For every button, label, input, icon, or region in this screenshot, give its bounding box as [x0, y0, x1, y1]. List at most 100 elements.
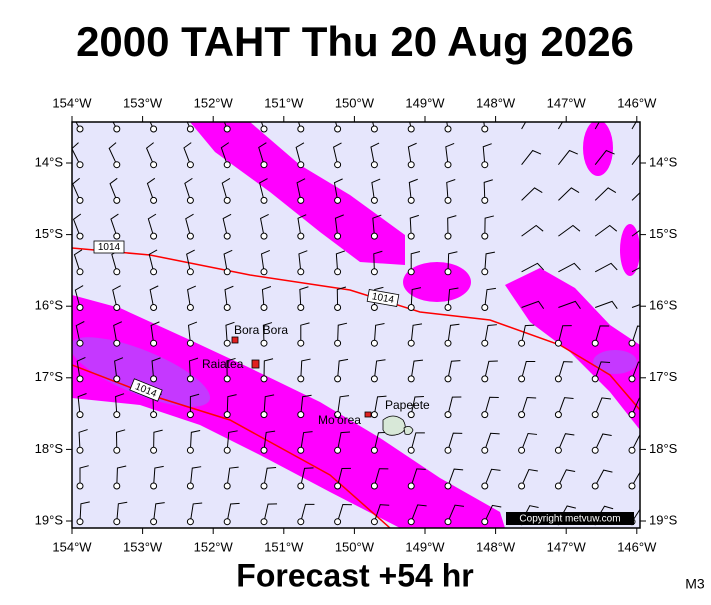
- lat-label: 17°S: [35, 369, 64, 384]
- station: [407, 268, 415, 276]
- wind-band: [72, 295, 505, 528]
- wind-barb: [153, 502, 165, 522]
- wind-barb: [297, 214, 307, 237]
- wind-barb: [558, 187, 580, 201]
- station: [334, 125, 342, 133]
- copyright: Copyright metvuw.com: [519, 514, 620, 525]
- wind-barb: [147, 213, 157, 237]
- station: [628, 446, 636, 454]
- station: [76, 161, 84, 169]
- station: [223, 268, 231, 276]
- wind-barb: [114, 357, 124, 379]
- station: [444, 339, 452, 347]
- isobar-label: 1014: [98, 242, 121, 253]
- wind-barb: [410, 250, 421, 272]
- lon-label: 150°W: [335, 95, 375, 110]
- wind-barb: [189, 466, 202, 487]
- wind-barb: [407, 142, 417, 165]
- wind-barb: [75, 321, 85, 344]
- station: [186, 482, 194, 490]
- wind-barb: [188, 357, 199, 379]
- wind-barb: [408, 178, 418, 201]
- title: 2000 TAHT Thu 20 Aug 2026: [76, 18, 634, 65]
- station: [150, 196, 158, 204]
- wind-barb: [521, 262, 544, 273]
- wind-barb: [371, 178, 381, 201]
- wind-barb: [259, 178, 268, 201]
- wind-barb: [112, 122, 118, 130]
- station: [444, 161, 452, 169]
- wind-barb: [146, 177, 156, 201]
- wind-barb: [185, 213, 194, 237]
- wind-barb: [333, 178, 343, 201]
- wind-barb: [631, 229, 640, 237]
- station: [370, 375, 378, 383]
- station: [334, 446, 342, 454]
- lon-label: 152°W: [194, 95, 234, 110]
- wind-barb: [225, 321, 235, 344]
- station: [334, 482, 342, 490]
- station: [260, 446, 268, 454]
- wind-barb: [409, 122, 412, 130]
- wind-barb: [447, 432, 463, 451]
- wind-barb: [263, 430, 276, 451]
- wind-barb: [557, 469, 576, 487]
- lon-label: 151°W: [264, 539, 304, 554]
- station: [76, 304, 84, 311]
- wind-barb: [263, 358, 274, 379]
- wind-barb: [223, 122, 228, 130]
- lat-label: 15°S: [35, 226, 64, 241]
- wind-barb: [521, 224, 544, 237]
- station: [113, 411, 121, 419]
- wind-band: [505, 268, 640, 430]
- station: [113, 375, 121, 383]
- wind-barb: [521, 149, 542, 166]
- forecast-label: Forecast +54 hr: [236, 557, 473, 593]
- wind-barb: [372, 214, 382, 237]
- place-label: Raiatea: [202, 357, 244, 371]
- station: [297, 161, 305, 169]
- station: [186, 304, 194, 311]
- wind-barb: [332, 142, 342, 165]
- wind-barb: [260, 122, 265, 130]
- station: [407, 482, 415, 490]
- station: [481, 446, 489, 454]
- wind-barb: [222, 213, 232, 237]
- wind-barb: [631, 304, 640, 308]
- lat-label: 16°S: [649, 298, 678, 313]
- station: [260, 411, 268, 419]
- station: [297, 196, 305, 204]
- wind-barb: [594, 122, 600, 130]
- wind-barb: [410, 287, 422, 308]
- station: [407, 411, 415, 419]
- wind-barb: [151, 357, 161, 379]
- wind-barb: [335, 250, 346, 272]
- station: [186, 161, 194, 169]
- lon-label: 153°W: [123, 95, 163, 110]
- station: [113, 482, 121, 490]
- island: [251, 359, 260, 369]
- station: [444, 446, 452, 454]
- station: [370, 339, 378, 347]
- station: [186, 375, 194, 383]
- station: [76, 518, 84, 526]
- wind-barb: [484, 324, 497, 344]
- wind-barb: [224, 285, 234, 308]
- isobar-label-box: [366, 289, 400, 307]
- station: [76, 268, 84, 276]
- wind-barb: [631, 508, 640, 522]
- station: [297, 482, 305, 490]
- station: [297, 375, 305, 383]
- station: [297, 446, 305, 454]
- wind-barb: [372, 122, 375, 130]
- station: [223, 339, 231, 347]
- wind-barb: [263, 394, 275, 415]
- wind-barb: [410, 432, 425, 451]
- wind-barb: [594, 224, 618, 237]
- lon-label: 148°W: [476, 539, 516, 554]
- station: [334, 375, 342, 383]
- lat-label: 14°S: [35, 154, 64, 169]
- station: [334, 518, 342, 526]
- wind-barb: [116, 465, 127, 487]
- wind-barb: [447, 287, 459, 308]
